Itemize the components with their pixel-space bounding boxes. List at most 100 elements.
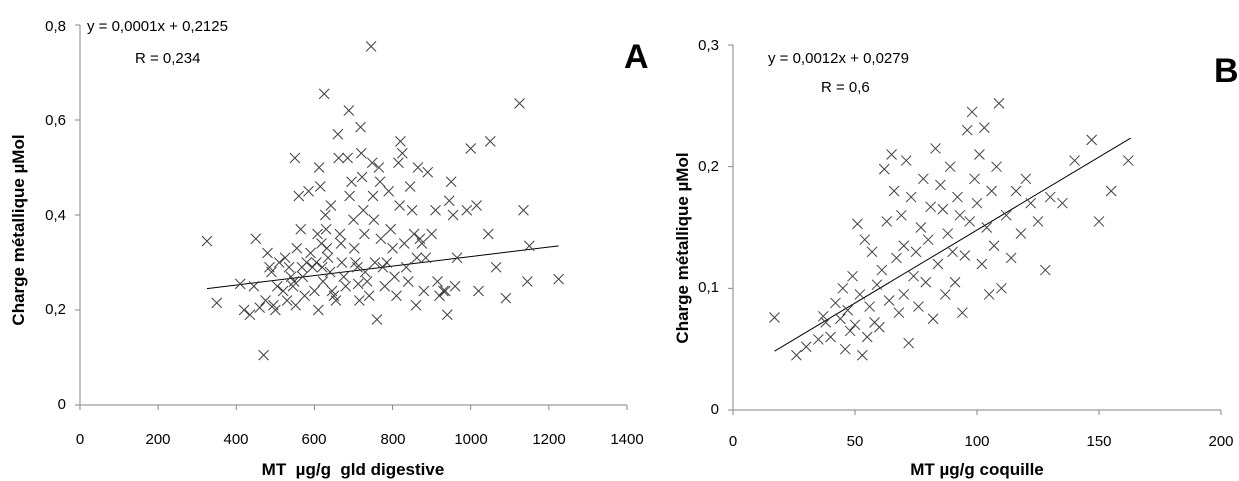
data-point <box>338 271 350 283</box>
data-point <box>484 136 496 147</box>
data-point <box>398 238 410 249</box>
data-point <box>964 216 976 227</box>
y-axis-title: Charge métallique µMol <box>9 134 28 325</box>
data-point <box>293 190 305 202</box>
data-point <box>1057 197 1068 209</box>
data-point <box>849 319 861 331</box>
data-point <box>273 257 285 268</box>
data-point <box>317 276 329 287</box>
data-point <box>410 299 422 311</box>
data-point <box>279 252 291 264</box>
data-point <box>908 270 919 282</box>
data-point <box>416 238 428 249</box>
data-point <box>1025 197 1037 209</box>
x-tick-label: 1200 <box>532 431 565 448</box>
data-point <box>1005 252 1017 264</box>
data-point <box>825 331 836 343</box>
data-point <box>295 223 307 235</box>
data-point <box>900 155 912 166</box>
data-point <box>871 279 883 291</box>
data-point <box>322 252 334 264</box>
data-point <box>881 216 893 227</box>
data-point <box>373 162 385 173</box>
data-point <box>334 228 346 240</box>
data-point <box>301 257 312 268</box>
data-point <box>374 176 386 188</box>
data-point <box>553 273 564 285</box>
data-point <box>1010 185 1022 197</box>
chart-panel-b: 0 0,1 0,2 0,3 0 50 100 150 200 MT µg/g c… <box>673 37 1239 479</box>
data-point <box>359 266 371 278</box>
y-tick-label: 0,2 <box>45 301 66 318</box>
data-point <box>439 285 451 297</box>
data-point <box>461 204 473 216</box>
data-point <box>438 285 449 297</box>
y-tick-label: 0,2 <box>698 158 719 175</box>
data-point <box>432 276 443 287</box>
x-tick-label: 0 <box>76 431 84 448</box>
data-point <box>937 203 949 215</box>
y-tick-label: 0,8 <box>45 18 66 35</box>
data-point <box>859 234 871 246</box>
data-point <box>309 285 320 297</box>
data-point <box>957 307 968 319</box>
data-point <box>835 313 846 325</box>
data-point <box>820 317 832 328</box>
data-point <box>291 242 303 254</box>
data-point <box>313 162 325 173</box>
data-point <box>354 295 365 306</box>
data-point <box>318 88 330 100</box>
y-tick-label: 0 <box>711 401 719 418</box>
data-point <box>893 307 905 319</box>
x-tick-label: 200 <box>1208 433 1233 450</box>
data-point <box>971 197 983 209</box>
data-point <box>336 257 348 268</box>
data-point <box>395 136 406 147</box>
data-point <box>314 181 326 192</box>
x-tick-label: 800 <box>380 431 405 448</box>
data-point <box>430 204 441 216</box>
data-point <box>983 289 995 300</box>
data-point <box>978 122 990 134</box>
regression-equation: y = 0,0012x + 0,0279 <box>768 50 909 67</box>
data-point <box>418 285 430 297</box>
x-axis-title: MT µg/g gld digestive <box>262 460 445 479</box>
data-point <box>400 261 412 273</box>
x-tick-label: 100 <box>964 433 989 450</box>
data-point <box>966 106 978 118</box>
data-point <box>254 302 266 313</box>
data-point <box>361 276 373 287</box>
data-point <box>346 176 357 188</box>
data-point <box>1015 228 1027 239</box>
regression-equation: y = 0,0001x + 0,2125 <box>87 18 228 35</box>
data-point <box>348 242 360 254</box>
y-axis-title: Charge métallique µMol <box>673 152 692 343</box>
data-point <box>307 261 318 273</box>
data-point <box>357 204 369 216</box>
data-point <box>886 149 897 160</box>
data-point <box>922 234 934 246</box>
data-point <box>394 200 405 211</box>
data-point <box>839 343 851 355</box>
data-point <box>211 297 223 309</box>
data-point <box>878 163 890 175</box>
data-point <box>791 349 802 361</box>
data-point <box>898 289 910 300</box>
x-tick-label: 400 <box>223 431 248 448</box>
data-point <box>447 209 459 221</box>
data-point <box>290 299 302 311</box>
data-point <box>903 337 915 349</box>
data-point <box>387 242 398 254</box>
data-point <box>949 276 961 288</box>
data-point <box>465 143 477 154</box>
data-point <box>355 121 366 133</box>
data-point <box>311 257 322 268</box>
data-point <box>368 214 380 226</box>
data-point <box>262 247 273 259</box>
data-point <box>277 285 289 297</box>
data-point <box>910 246 922 258</box>
x-tick-label: 200 <box>145 431 170 448</box>
data-point <box>316 261 328 273</box>
data-point <box>1032 216 1044 227</box>
